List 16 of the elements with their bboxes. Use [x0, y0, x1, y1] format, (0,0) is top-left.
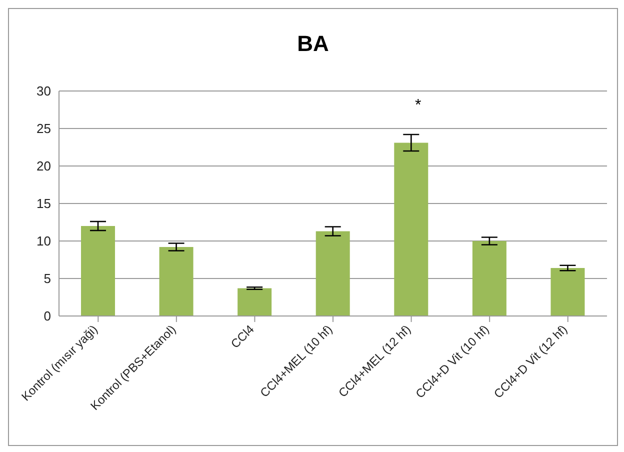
bar	[81, 226, 115, 316]
y-tick-label: 5	[44, 271, 51, 286]
bar	[238, 288, 272, 316]
y-tick-label: 15	[36, 196, 51, 212]
y-tick-label: 20	[36, 158, 51, 174]
chart-title: BA	[296, 31, 330, 58]
bar	[472, 241, 506, 316]
bar	[316, 231, 350, 316]
y-tick-label: 25	[36, 121, 51, 136]
bar	[394, 142, 428, 316]
bar	[550, 268, 585, 316]
y-tick-label: 30	[36, 84, 51, 99]
y-tick-label: 10	[36, 234, 51, 249]
bar	[159, 247, 194, 316]
y-tick-label: 0	[44, 308, 51, 324]
annotation: *	[415, 97, 422, 115]
